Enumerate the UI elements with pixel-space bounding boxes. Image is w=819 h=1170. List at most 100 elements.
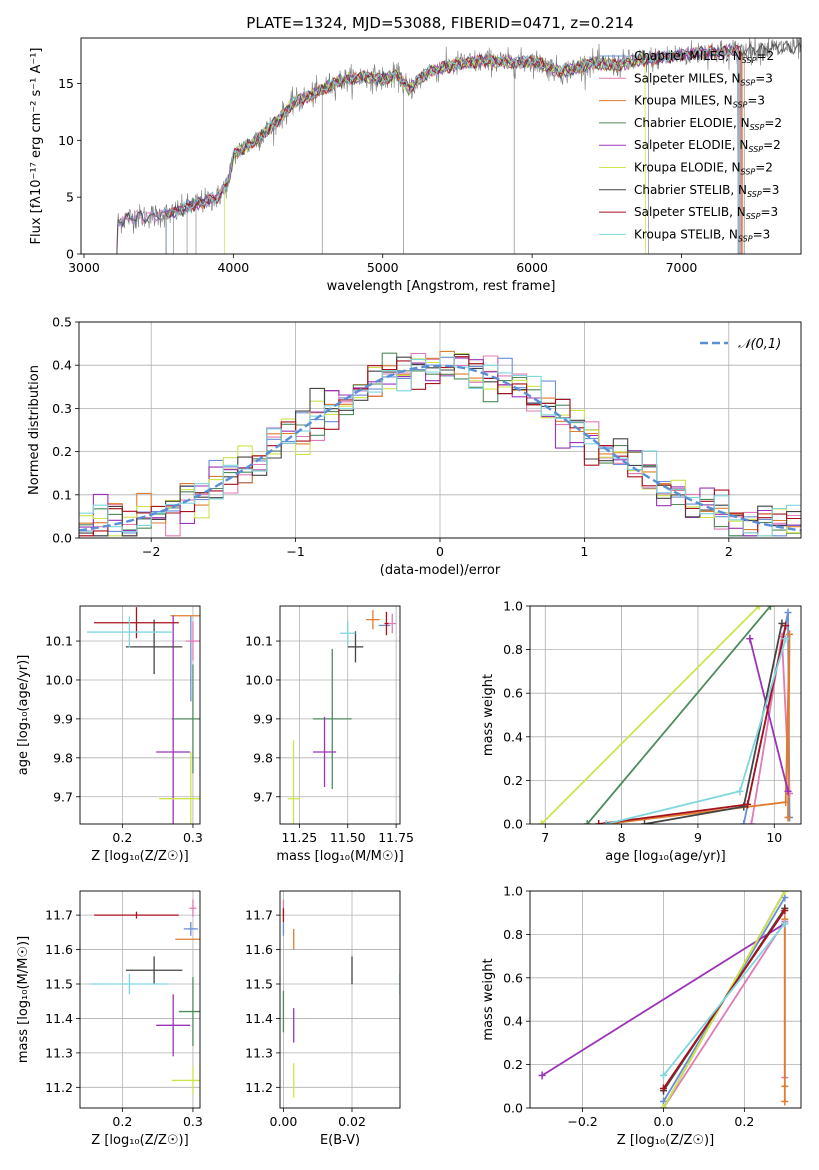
y-tick-label: 10.0 xyxy=(245,672,273,687)
y-tick-label: 10.1 xyxy=(45,634,73,649)
x-axis-label: (data-model)/error xyxy=(380,563,501,578)
weight-line xyxy=(540,606,760,824)
x-tick-label: 8 xyxy=(618,830,626,845)
y-tick-label: 1.0 xyxy=(503,599,523,614)
x-tick-label: 5000 xyxy=(367,260,399,275)
errorbar-kroupa-stelib xyxy=(340,621,356,645)
y-tick-label: 5 xyxy=(66,190,74,205)
weight-line xyxy=(644,623,783,824)
legend-subscript: SSP xyxy=(747,190,762,199)
x-tick-label: 0.2 xyxy=(734,1114,754,1129)
legend-series-name: Salpeter ELODIE, N xyxy=(634,138,748,152)
x-tick-label: 3000 xyxy=(68,260,100,275)
y-axis-label: Flux [fλ10⁻¹⁷ erg cm⁻² s⁻¹ A⁻¹] xyxy=(29,48,44,245)
y-tick-label: 0.3 xyxy=(52,401,72,416)
plot-area xyxy=(87,607,200,824)
y-tick-label: 9.9 xyxy=(53,711,73,726)
y-tick-label: 0.1 xyxy=(52,487,72,502)
weights-salpeter-miles xyxy=(659,917,789,1108)
errorbar-kroupa-stelib xyxy=(87,616,172,648)
plot-age-vs-mass: 11.25 11.50 11.75 9.7 9.8 9.9 10.0 10.1 mass [lo… xyxy=(245,605,414,864)
axes-frame xyxy=(529,890,802,1109)
y-tick-label: 15 xyxy=(58,76,74,91)
weights-kroupa-miles xyxy=(602,630,794,824)
y-tick-label: 11.2 xyxy=(45,1080,73,1095)
y-tick-label: 11.3 xyxy=(245,1045,273,1060)
legend-subscript: SSP xyxy=(748,145,763,154)
plot-residuals: −2 −1 0 1 2 0.0 0.1 0.2 0.3 0.4 0.5 (data-model)/er… xyxy=(27,315,802,578)
y-tick-label: 0.8 xyxy=(503,927,523,942)
legend-label: Kroupa STELIB, NSSP=3 xyxy=(634,227,770,243)
errorbar-chabrier-stelib xyxy=(125,956,183,984)
axes-frame xyxy=(79,605,201,825)
model-kroupa-stelib xyxy=(165,44,739,254)
y-tick-label: 9.8 xyxy=(53,750,73,765)
y-tick-label: 11.6 xyxy=(45,942,73,957)
plot-age-vs-Z: 0.2 0.3 9.7 9.8 9.9 10.0 10.1 Z [log₁₀(Z/Z☉)] ag… xyxy=(16,605,203,864)
y-tick-label: 0.0 xyxy=(52,531,72,546)
legend-label: Kroupa MILES, NSSP=3 xyxy=(634,94,765,110)
legend-subscript: SSP xyxy=(742,56,757,65)
plot-area xyxy=(79,350,801,537)
y-axis-label: mass weight xyxy=(481,674,496,756)
x-axis-label: Z [log₁₀(Z/Z☉)] xyxy=(617,1133,714,1148)
weights-chabrier-stelib xyxy=(641,619,786,824)
legend-series-name: Kroupa STELIB, N xyxy=(634,227,738,241)
y-tick-label: 9.8 xyxy=(253,750,273,765)
errorbar-chabrier-miles xyxy=(183,922,198,936)
weights-kroupa-stelib xyxy=(602,634,790,824)
y-tick-label: 11.2 xyxy=(245,1080,273,1095)
plot-area xyxy=(538,891,789,1108)
legend-series-name: Chabrier MILES, N xyxy=(634,49,742,63)
x-tick-label: 0.02 xyxy=(338,1114,366,1129)
y-tick-label: 11.5 xyxy=(245,977,273,992)
weights-chabrier-elodie xyxy=(583,606,774,824)
plot-area xyxy=(287,609,397,824)
plot-area xyxy=(90,899,200,1095)
y-tick-label: 0 xyxy=(66,247,74,262)
x-axis-label: mass [log₁₀(M/M☉)] xyxy=(276,849,403,864)
y-tick-label: 0.6 xyxy=(503,686,523,701)
y-tick-label: 11.7 xyxy=(45,908,73,923)
legend-label: Chabrier ELODIE, NSSP=2 xyxy=(634,116,782,132)
y-tick-label: 0.2 xyxy=(503,773,523,788)
x-tick-label: 0 xyxy=(436,544,444,559)
errorbar-chabrier-stelib xyxy=(347,631,364,663)
legend-label: Salpeter ELODIE, NSSP=2 xyxy=(634,138,781,154)
hist-salpeter-stelib xyxy=(79,356,801,537)
y-tick-label: 11.5 xyxy=(45,977,73,992)
axes-frame xyxy=(80,37,802,255)
legend-series-name: Kroupa MILES, N xyxy=(634,94,733,108)
x-axis-label: wavelength [Angstrom, rest frame] xyxy=(327,279,556,294)
errorbar-chabrier-elodie xyxy=(178,977,200,1046)
normal-reference-curve xyxy=(79,364,801,532)
plot-area xyxy=(116,38,801,254)
y-tick-label: 11.3 xyxy=(45,1045,73,1060)
legend-count: =2 xyxy=(756,49,774,63)
y-tick-label: 11.4 xyxy=(245,1011,273,1026)
legend-subscript: SSP xyxy=(733,101,748,110)
x-tick-label: 0.3 xyxy=(183,830,203,845)
page-title: PLATE=1324, MJD=53088, FIBERID=0471, z=0… xyxy=(246,14,633,32)
x-tick-label: 11.75 xyxy=(378,830,414,845)
legend-count: =3 xyxy=(755,71,773,85)
weight-line xyxy=(598,625,787,824)
y-tick-label: 0.2 xyxy=(503,1057,523,1072)
x-tick-label: 10 xyxy=(766,830,782,845)
y-tick-label: 10.1 xyxy=(245,634,273,649)
y-tick-label: 11.4 xyxy=(45,1011,73,1026)
x-tick-label: 7 xyxy=(541,830,549,845)
axes-frame xyxy=(279,605,401,825)
x-tick-label: 11.25 xyxy=(281,830,317,845)
y-tick-label: 0.4 xyxy=(52,358,72,373)
x-axis-label: Z [log₁₀(Z/Z☉)] xyxy=(91,849,188,864)
y-axis-label: mass [log₁₀(M/M☉)] xyxy=(16,936,31,1063)
legend-subscript: SSP xyxy=(741,168,756,177)
x-tick-label: 4000 xyxy=(217,260,249,275)
plot-weight-vs-age: 7 8 9 10 0.0 0.2 0.4 0.6 0.8 1.0 age [log₁₀(age/yr… xyxy=(481,599,802,864)
x-tick-label: −0.2 xyxy=(567,1114,597,1129)
errorbar-salpeter-elodie xyxy=(156,615,191,824)
x-tick-label: 11.50 xyxy=(330,830,366,845)
